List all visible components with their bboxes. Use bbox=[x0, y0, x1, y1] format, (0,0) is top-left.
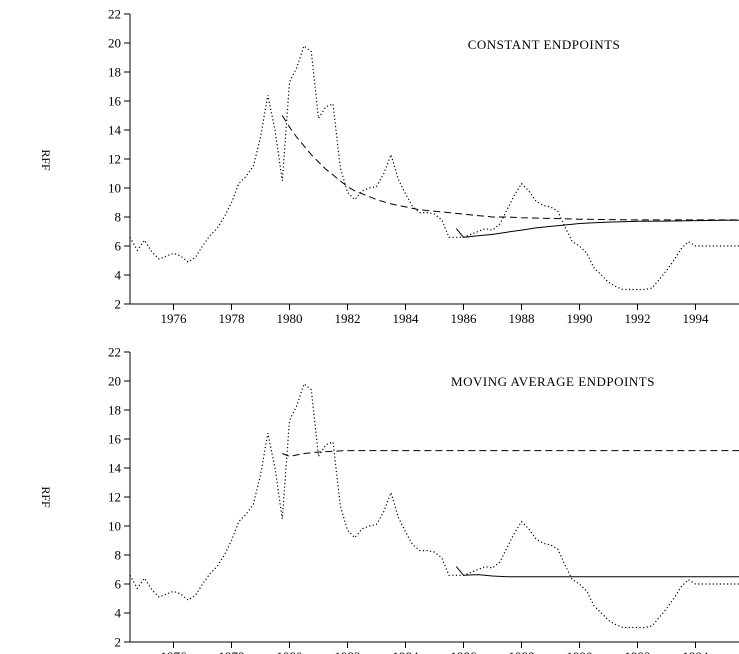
x-tick-label: 1986 bbox=[451, 311, 478, 326]
x-tick-label: 1978 bbox=[219, 649, 245, 654]
y-tick-label: 4 bbox=[115, 606, 122, 621]
x-tick-label: 1976 bbox=[161, 311, 188, 326]
y-tick-label: 18 bbox=[108, 403, 121, 418]
x-tick-label: 1980 bbox=[277, 649, 303, 654]
x-tick-label: 1976 bbox=[161, 649, 188, 654]
chart-panel-constant-endpoints: 2 4 6 8 10 12 14 16 18 20 22 1976 1978 1980 1982 1984 19… bbox=[39, 7, 739, 326]
y-tick-label: 20 bbox=[108, 36, 121, 51]
x-tick-label: 1978 bbox=[219, 311, 245, 326]
y-tick-label: 6 bbox=[115, 239, 122, 254]
x-tick-label: 1992 bbox=[625, 311, 651, 326]
y-tick-label: 22 bbox=[108, 7, 121, 22]
x-tick-label: 1988 bbox=[509, 311, 535, 326]
y-tick-label: 12 bbox=[108, 152, 121, 167]
x-tick-label: 1990 bbox=[567, 649, 593, 654]
y-tick-label: 14 bbox=[108, 461, 122, 476]
series-line-dashed bbox=[282, 450, 739, 457]
y-tick-label: 10 bbox=[108, 181, 121, 196]
chart-title: CONSTANT ENDPOINTS bbox=[468, 37, 621, 52]
y-tick-label: 8 bbox=[115, 548, 122, 563]
series-line-dashed bbox=[281, 115, 739, 221]
y-axis-label: RFF bbox=[39, 486, 53, 508]
x-tick-label: 1980 bbox=[277, 311, 303, 326]
y-tick-label: 18 bbox=[108, 65, 121, 80]
x-tick-label: 1988 bbox=[509, 649, 535, 654]
x-tick-label: 1986 bbox=[451, 649, 478, 654]
y-tick-label: 12 bbox=[108, 490, 121, 505]
y-tick-label: 10 bbox=[108, 519, 121, 534]
x-tick-label: 1982 bbox=[335, 649, 361, 654]
y-tick-label: 4 bbox=[115, 268, 122, 283]
series-line-dotted bbox=[129, 44, 739, 291]
x-tick-label: 1984 bbox=[393, 311, 420, 326]
x-tick-label: 1994 bbox=[683, 311, 710, 326]
y-tick-label: 6 bbox=[115, 577, 122, 592]
x-tick-label: 1992 bbox=[625, 649, 651, 654]
x-tick-label: 1994 bbox=[683, 649, 710, 654]
y-tick-label: 20 bbox=[108, 374, 121, 389]
y-tick-label: 16 bbox=[108, 432, 122, 447]
x-tick-label: 1984 bbox=[393, 649, 420, 654]
y-tick-label: 22 bbox=[108, 345, 121, 360]
chart-title: MOVING AVERAGE ENDPOINTS bbox=[451, 374, 655, 389]
y-tick-label: 2 bbox=[115, 635, 122, 650]
y-tick-label: 14 bbox=[108, 123, 122, 138]
y-tick-label: 16 bbox=[108, 94, 122, 109]
series-line-dotted bbox=[129, 382, 739, 629]
y-tick-label: 2 bbox=[115, 297, 122, 312]
series-line-solid bbox=[455, 219, 739, 238]
x-tick-label: 1982 bbox=[335, 311, 361, 326]
chart-panel-moving-average-endpoints: 2 4 6 8 10 12 14 16 18 20 22 1976 1978 1980 1982 1984 19… bbox=[39, 345, 739, 654]
y-axis-label: RFF bbox=[39, 149, 53, 171]
x-tick-label: 1990 bbox=[567, 311, 593, 326]
y-tick-label: 8 bbox=[115, 210, 122, 225]
series-line-solid bbox=[455, 566, 739, 578]
